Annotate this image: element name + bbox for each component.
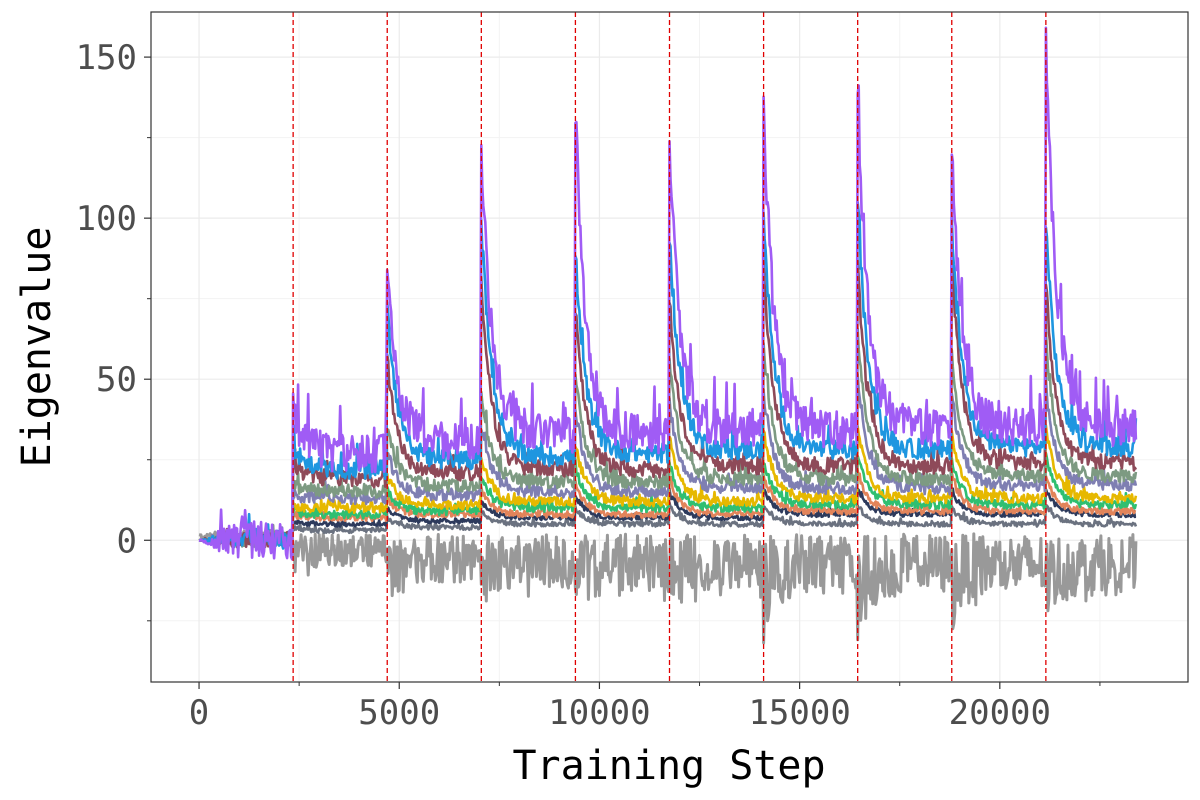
y-tick-label: 50	[96, 360, 137, 400]
y-tick-label: 0	[117, 521, 137, 561]
x-tick-label: 20000	[949, 693, 1051, 733]
series-lines	[198, 26, 1138, 645]
series-line	[198, 487, 1137, 544]
series-line	[198, 201, 1138, 550]
x-tick-label: 15000	[748, 693, 850, 733]
x-tick-label: 5000	[358, 693, 440, 733]
series-line	[198, 469, 1137, 545]
series-line	[198, 372, 1138, 547]
x-axis-title: Training Step	[512, 743, 825, 789]
y-tick-label: 100	[76, 199, 137, 239]
y-tick-label: 150	[76, 38, 137, 78]
series-line	[198, 26, 1138, 561]
panel-border	[150, 11, 1189, 683]
x-tick-label: 0	[189, 693, 209, 733]
series-line	[198, 424, 1138, 547]
axis-ticks: 0 5000 10000 15000 20000 0 50 100 150	[76, 38, 1101, 733]
x-tick-label: 10000	[548, 693, 650, 733]
series-line	[198, 327, 1138, 548]
y-axis-title: Eigenvalue	[14, 227, 60, 468]
series-line	[198, 529, 1138, 645]
series-line	[198, 501, 1138, 544]
